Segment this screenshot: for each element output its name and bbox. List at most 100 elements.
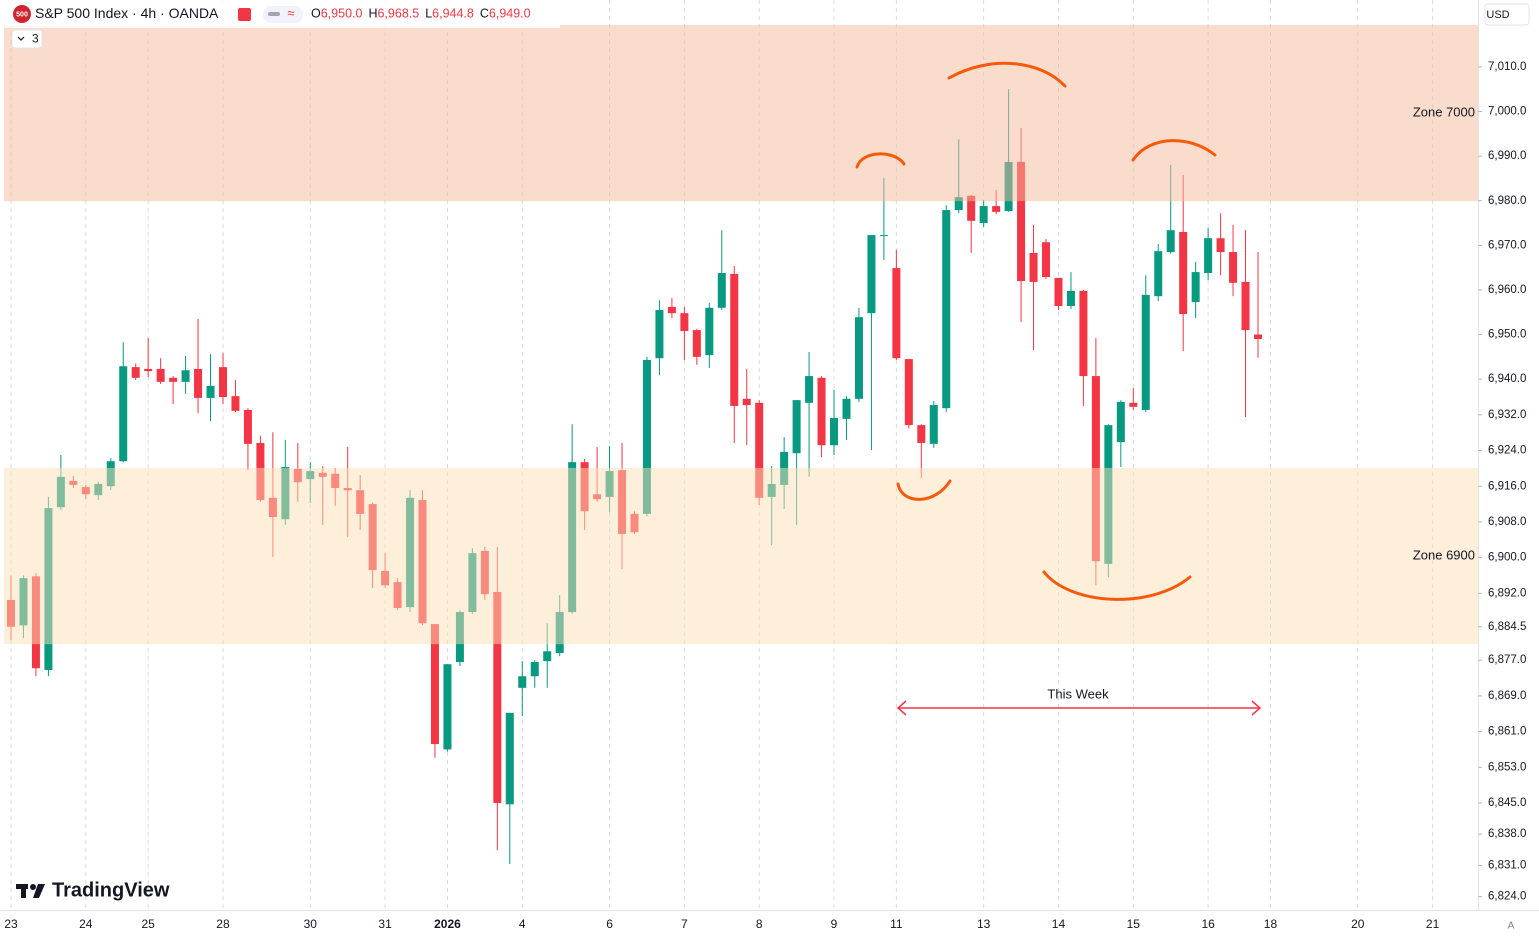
- candle-body: [755, 402, 764, 498]
- candle-body: [854, 317, 863, 399]
- candle-body: [942, 210, 951, 409]
- symbol-logo-text: 500: [16, 11, 28, 18]
- ohlc-key: H: [368, 7, 377, 21]
- candle-body: [518, 676, 527, 688]
- candle-body: [206, 385, 215, 398]
- ohlc-value: 6,944.8: [432, 7, 474, 21]
- status-icon[interactable]: [238, 8, 251, 21]
- candle-body: [530, 661, 539, 677]
- candle-body: [1116, 401, 1125, 443]
- y-tick-label: 6,960.0: [1488, 284, 1526, 296]
- candle-body: [830, 417, 839, 446]
- candle-body: [867, 235, 876, 314]
- ohlc-value: 6,950.0: [321, 7, 363, 21]
- scale-mode[interactable]: A: [1508, 921, 1515, 932]
- x-tick-label: 2026: [434, 917, 461, 931]
- symbol-logo: [13, 5, 31, 23]
- candle-body: [1254, 334, 1262, 340]
- y-tick-label: 6,824.0: [1488, 891, 1526, 903]
- arc: [1042, 570, 1192, 601]
- candle-body: [493, 591, 502, 803]
- candle-body: [667, 306, 676, 314]
- candle-body: [1179, 231, 1188, 315]
- candle-body: [181, 370, 190, 382]
- candle-body: [1017, 161, 1026, 282]
- y-tick-label: 6,900.0: [1488, 552, 1526, 564]
- candle-body: [430, 624, 439, 745]
- candle-body: [892, 268, 901, 359]
- candle-body: [194, 368, 203, 398]
- y-tick-label: 6,869.0: [1488, 690, 1526, 702]
- candle-body: [642, 359, 651, 514]
- x-tick-label: 8: [756, 917, 763, 931]
- y-tick-label: 6,990.0: [1488, 150, 1526, 162]
- y-tick-label: 6,950.0: [1488, 329, 1526, 341]
- y-tick-label: 6,970.0: [1488, 239, 1526, 251]
- candle-body: [1054, 277, 1063, 307]
- brand[interactable]: TradingView: [52, 879, 170, 901]
- candle-body: [156, 368, 165, 382]
- candle-body: [505, 712, 514, 805]
- y-tick-label: 6,932.0: [1488, 409, 1526, 421]
- ohlc-key: L: [425, 7, 432, 21]
- zone: [4, 467, 1478, 645]
- x-tick-label: 23: [4, 917, 18, 931]
- x-tick-label: 15: [1127, 917, 1141, 931]
- y-tick-label: 7,010.0: [1488, 61, 1526, 73]
- y-tick-label: 6,884.5: [1488, 621, 1526, 633]
- candle-body: [144, 368, 153, 372]
- candle-body: [792, 400, 801, 454]
- candle-body: [1166, 230, 1175, 253]
- zone-label: Zone 6900: [1413, 547, 1475, 562]
- candle-body: [904, 359, 913, 426]
- candle-body: [879, 235, 888, 237]
- candle-body: [929, 405, 938, 444]
- ohlc-legend: O6,950.0 H6,968.5 L6,944.8 C6,949.0: [311, 7, 531, 21]
- zone-label: Zone 7000: [1413, 105, 1475, 120]
- arc: [947, 61, 1067, 88]
- ohlc-value: 6,968.5: [377, 7, 419, 21]
- candle-body: [1042, 242, 1051, 278]
- chart-title[interactable]: S&P 500 Index · 4h · OANDA: [35, 5, 219, 21]
- candle-body: [717, 273, 726, 308]
- annotation: This Week: [1047, 686, 1109, 701]
- x-tick-label: 21: [1426, 917, 1440, 931]
- status-pill[interactable]: [263, 6, 303, 23]
- candle-body: [543, 651, 552, 662]
- indicators-toggle[interactable]: [11, 29, 43, 49]
- candle-body: [805, 376, 814, 403]
- candle-body: [967, 195, 976, 221]
- candle-body: [218, 367, 227, 398]
- y-tick-label: 6,877.0: [1488, 654, 1526, 666]
- zones: Zone 7000 Zone 6900: [4, 24, 1478, 645]
- x-tick-label: 16: [1201, 917, 1215, 931]
- arrow-heads: [896, 700, 1262, 716]
- x-tick-label: 7: [681, 917, 688, 931]
- x-tick-label: 4: [519, 917, 526, 931]
- x-tick-label: 13: [977, 917, 991, 931]
- candle-body: [231, 396, 240, 411]
- arc: [896, 479, 952, 501]
- candle-body: [1216, 238, 1225, 253]
- candle-body: [917, 425, 926, 443]
- candle-body: [730, 273, 739, 406]
- indicators-count: 3: [32, 32, 39, 46]
- candle-body: [1191, 272, 1200, 302]
- candle-body: [1229, 252, 1238, 283]
- x-tick-label: 30: [304, 917, 318, 931]
- candle-body: [1066, 290, 1075, 307]
- status-dot: [268, 12, 280, 16]
- week-arrow: [896, 700, 1262, 716]
- x-tick-label: 25: [141, 917, 155, 931]
- arc: [1131, 139, 1217, 162]
- currency-button[interactable]: [1484, 3, 1530, 26]
- candle-body: [1029, 252, 1038, 282]
- candle-body: [705, 307, 714, 356]
- candle-body: [1129, 402, 1138, 407]
- y-tick-label: 6,940.0: [1488, 373, 1526, 385]
- candle-body: [817, 377, 826, 446]
- x-tick-label: 14: [1052, 917, 1066, 931]
- y-tick-label: 7,000.0: [1488, 106, 1526, 118]
